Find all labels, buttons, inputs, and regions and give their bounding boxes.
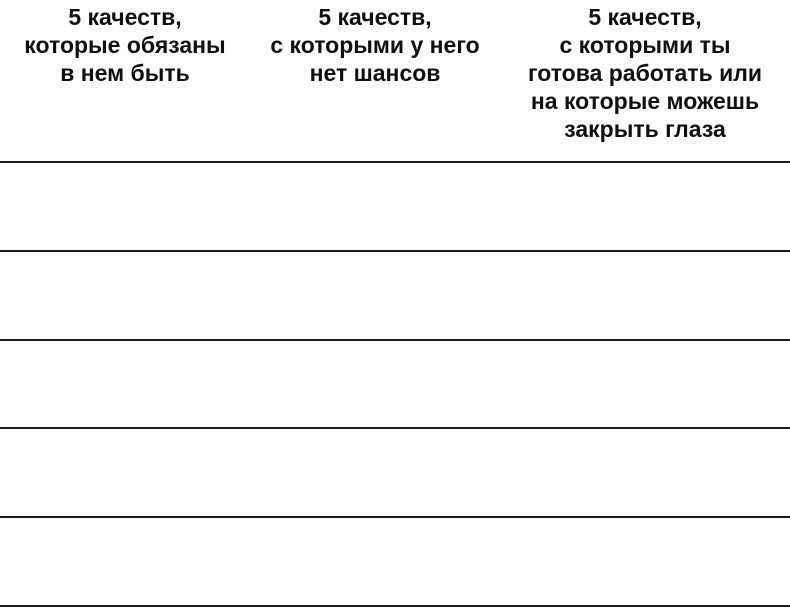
table-row xyxy=(0,161,790,250)
table-row xyxy=(0,427,790,516)
table-row xyxy=(0,516,790,605)
column-header-tolerable-qualities: 5 качеств, с которыми ты готова работать… xyxy=(527,4,763,142)
column-header-required-qualities: 5 качеств, которые обязаны в нем быть xyxy=(24,4,226,86)
table-body xyxy=(0,161,790,607)
table-header: 5 качеств, которые обязаны в нем быть 5 … xyxy=(0,0,790,161)
column-header-dealbreaker-qualities: 5 качеств, с которыми у него нет шансов xyxy=(270,4,480,86)
table-row xyxy=(0,338,790,428)
table-row xyxy=(0,249,790,339)
